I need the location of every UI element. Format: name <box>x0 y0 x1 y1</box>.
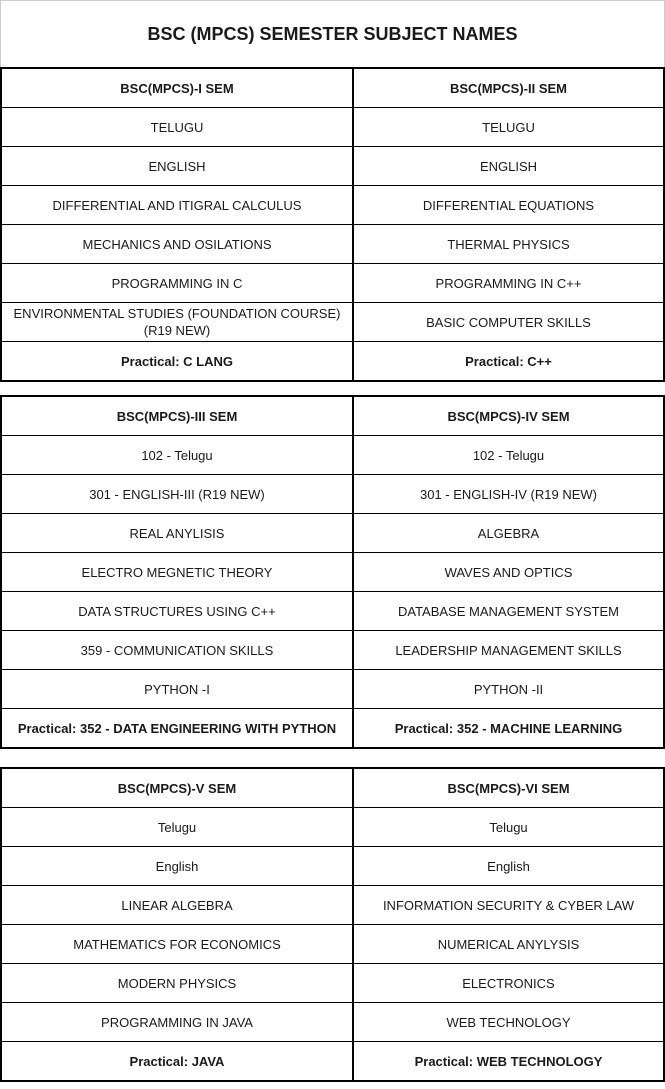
subject-row: LINEAR ALGEBRA INFORMATION SECURITY & CYB… <box>0 885 665 925</box>
subject-cell: ENGLISH <box>0 146 354 186</box>
subject-cell: ALGEBRA <box>352 513 665 553</box>
subject-cell: DIFFERENTIAL EQUATIONS <box>352 185 665 225</box>
subject-cell: TELUGU <box>352 107 665 147</box>
subject-row: 359 - COMMUNICATION SKILLS LEADERSHIP MAN… <box>0 630 665 670</box>
subject-cell: PROGRAMMING IN JAVA <box>0 1002 354 1042</box>
subject-row: DIFFERENTIAL AND ITIGRAL CALCULUS DIFFERE… <box>0 185 665 225</box>
subject-row: ENVIRONMENTAL STUDIES (FOUNDATION COURSE… <box>0 302 665 342</box>
subject-cell: Telugu <box>352 807 665 847</box>
subject-cell: Practical: 352 - MACHINE LEARNING <box>352 708 665 749</box>
subject-row: DATA STRUCTURES USING C++ DATABASE MANAGE… <box>0 591 665 631</box>
semester-header-cell: BSC(MPCS)-I SEM <box>0 67 354 108</box>
semester-table-5-6: BSC(MPCS)-V SEM BSC(MPCS)-VI SEM Telugu Tel… <box>0 767 665 1082</box>
semester-header-cell: BSC(MPCS)-IV SEM <box>352 395 665 436</box>
subject-row: English English <box>0 846 665 886</box>
subject-row: ELECTRO MEGNETIC THEORY WAVES AND OPTICS <box>0 552 665 592</box>
subject-cell: 301 - ENGLISH-III (R19 NEW) <box>0 474 354 514</box>
subject-cell: ELECTRONICS <box>352 963 665 1003</box>
subject-row: MATHEMATICS FOR ECONOMICS NUMERICAL ANYLY… <box>0 924 665 964</box>
semester-header-cell: BSC(MPCS)-III SEM <box>0 395 354 436</box>
subject-cell: English <box>352 846 665 886</box>
subject-row: Telugu Telugu <box>0 807 665 847</box>
semester-header-cell: BSC(MPCS)-II SEM <box>352 67 665 108</box>
subject-cell: ELECTRO MEGNETIC THEORY <box>0 552 354 592</box>
semester-header-row: BSC(MPCS)-I SEM BSC(MPCS)-II SEM <box>0 67 665 108</box>
subject-row: MODERN PHYSICS ELECTRONICS <box>0 963 665 1003</box>
semester-table-1-2: BSC(MPCS)-I SEM BSC(MPCS)-II SEM TELUGU TEL… <box>0 67 665 382</box>
subject-row: PROGRAMMING IN JAVA WEB TECHNOLOGY <box>0 1002 665 1042</box>
subject-cell: PYTHON -I <box>0 669 354 709</box>
subject-row: 301 - ENGLISH-III (R19 NEW) 301 - ENGLISH… <box>0 474 665 514</box>
subject-cell: 301 - ENGLISH-IV (R19 NEW) <box>352 474 665 514</box>
subject-row: 102 - Telugu 102 - Telugu <box>0 435 665 475</box>
subject-cell: DATABASE MANAGEMENT SYSTEM <box>352 591 665 631</box>
semester-header-row: BSC(MPCS)-III SEM BSC(MPCS)-IV SEM <box>0 395 665 436</box>
subject-row: REAL ANYLISIS ALGEBRA <box>0 513 665 553</box>
subject-cell: Practical: WEB TECHNOLOGY <box>352 1041 665 1082</box>
subject-cell: WAVES AND OPTICS <box>352 552 665 592</box>
subject-cell: PROGRAMMING IN C++ <box>352 263 665 303</box>
subject-cell: LEADERSHIP MANAGEMENT SKILLS <box>352 630 665 670</box>
subject-cell: PYTHON -II <box>352 669 665 709</box>
subject-cell: Practical: C LANG <box>0 341 354 382</box>
subject-cell: DATA STRUCTURES USING C++ <box>0 591 354 631</box>
subject-cell: Practical: JAVA <box>0 1041 354 1082</box>
practical-row: Practical: 352 - DATA ENGINEERING WITH P… <box>0 708 665 749</box>
subject-cell: MATHEMATICS FOR ECONOMICS <box>0 924 354 964</box>
semester-header-cell: BSC(MPCS)-V SEM <box>0 767 354 808</box>
subject-cell: PROGRAMMING IN C <box>0 263 354 303</box>
subject-cell: REAL ANYLISIS <box>0 513 354 553</box>
subject-cell: MECHANICS AND OSILATIONS <box>0 224 354 264</box>
subject-cell: 102 - Telugu <box>352 435 665 475</box>
subject-row: PYTHON -I PYTHON -II <box>0 669 665 709</box>
subject-cell: ENVIRONMENTAL STUDIES (FOUNDATION COURSE… <box>0 302 354 342</box>
practical-row: Practical: JAVA Practical: WEB TECHNOLOGY <box>0 1041 665 1082</box>
subject-cell: INFORMATION SECURITY & CYBER LAW <box>352 885 665 925</box>
subject-cell: Telugu <box>0 807 354 847</box>
subject-row: ENGLISH ENGLISH <box>0 146 665 186</box>
subject-cell: MODERN PHYSICS <box>0 963 354 1003</box>
semester-table-3-4: BSC(MPCS)-III SEM BSC(MPCS)-IV SEM 102 - T… <box>0 395 665 749</box>
semester-header-row: BSC(MPCS)-V SEM BSC(MPCS)-VI SEM <box>0 767 665 808</box>
subject-cell: NUMERICAL ANYLYSIS <box>352 924 665 964</box>
subject-cell: BASIC COMPUTER SKILLS <box>352 302 665 342</box>
subject-cell: Practical: 352 - DATA ENGINEERING WITH P… <box>0 708 354 749</box>
semester-header-cell: BSC(MPCS)-VI SEM <box>352 767 665 808</box>
subject-row: PROGRAMMING IN C PROGRAMMING IN C++ <box>0 263 665 303</box>
subject-cell: 359 - COMMUNICATION SKILLS <box>0 630 354 670</box>
subject-cell: TELUGU <box>0 107 354 147</box>
subject-row: TELUGU TELUGU <box>0 107 665 147</box>
subject-row: MECHANICS AND OSILATIONS THERMAL PHYSICS <box>0 224 665 264</box>
subject-cell: WEB TECHNOLOGY <box>352 1002 665 1042</box>
subject-cell: THERMAL PHYSICS <box>352 224 665 264</box>
practical-row: Practical: C LANG Practical: C++ <box>0 341 665 382</box>
subject-cell: ENGLISH <box>352 146 665 186</box>
page-title: BSC (MPCS) SEMESTER SUBJECT NAMES <box>0 0 665 68</box>
subject-cell: DIFFERENTIAL AND ITIGRAL CALCULUS <box>0 185 354 225</box>
subject-cell: 102 - Telugu <box>0 435 354 475</box>
subject-cell: LINEAR ALGEBRA <box>0 885 354 925</box>
subject-cell: English <box>0 846 354 886</box>
subject-cell: Practical: C++ <box>352 341 665 382</box>
